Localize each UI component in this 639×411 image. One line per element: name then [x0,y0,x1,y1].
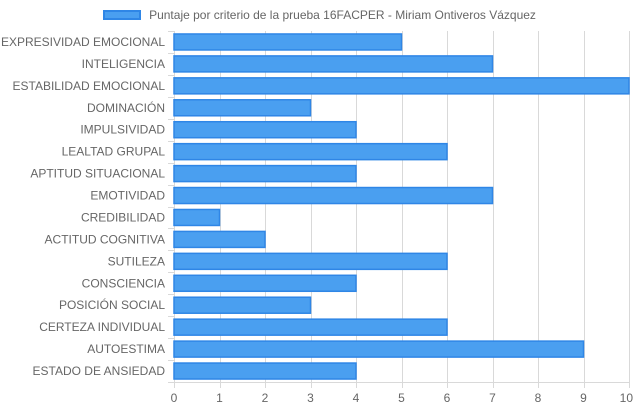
x-tick-label: 0 [171,391,178,405]
x-tick-label: 5 [398,391,405,405]
y-tick-label: CONSCIENCIA [82,276,165,290]
y-tick-label: LEALTAD GRUPAL [62,145,166,159]
bar[interactable] [173,340,585,358]
x-tick-label: 1 [216,391,223,405]
legend-swatch [103,10,142,20]
x-tick-label: 6 [444,391,451,405]
bar[interactable] [173,33,403,51]
y-tick-label: SUTILEZA [108,254,165,268]
y-tick-label: CERTEZA INDIVIDUAL [39,320,165,334]
bar[interactable] [173,362,357,380]
bar[interactable] [173,230,266,249]
y-tick-label: ACTITUD COGNITIVA [45,232,165,246]
y-tick-label: EMOTIVIDAD [90,189,165,203]
legend-label: Puntaje por criterio de la prueba 16FACP… [149,8,536,22]
y-tick-label: ESTADO DE ANSIEDAD [33,364,166,378]
bar[interactable] [173,77,630,95]
chart-legend[interactable]: Puntaje por criterio de la prueba 16FACP… [0,6,639,24]
bar[interactable] [173,208,221,227]
y-tick-label: POSICIÓN SOCIAL [59,297,165,312]
x-tick-label: 7 [489,391,496,405]
bar[interactable] [173,274,357,293]
y-tick-label: EXPRESIVIDAD EMOCIONAL [1,35,165,49]
x-tick-label: 2 [262,391,269,405]
y-tick-label: INTELIGENCIA [82,57,165,71]
bar[interactable] [173,164,357,183]
x-tick-label: 8 [535,391,542,405]
bar[interactable] [173,296,312,314]
y-tick-label: CREDIBILIDAD [81,210,165,224]
y-tick-label: DOMINACIÓN [87,100,165,115]
bar[interactable] [173,252,448,271]
bar[interactable] [173,142,448,161]
y-tick-label: ESTABILIDAD EMOCIONAL [13,79,166,93]
bar[interactable] [173,318,448,336]
bar[interactable] [173,186,494,205]
x-tick-label: 3 [307,391,314,405]
y-tick-label: IMPULSIVIDAD [80,123,165,137]
x-tick-label: 10 [620,391,634,405]
y-tick-label: AUTOESTIMA [87,342,165,356]
x-tick-label: 9 [580,391,587,405]
bar[interactable] [173,99,312,117]
bar[interactable] [173,120,357,139]
x-tick-label: 4 [353,391,360,405]
bar[interactable] [173,55,494,73]
y-tick-label: APTITUD SITUACIONAL [30,167,165,181]
